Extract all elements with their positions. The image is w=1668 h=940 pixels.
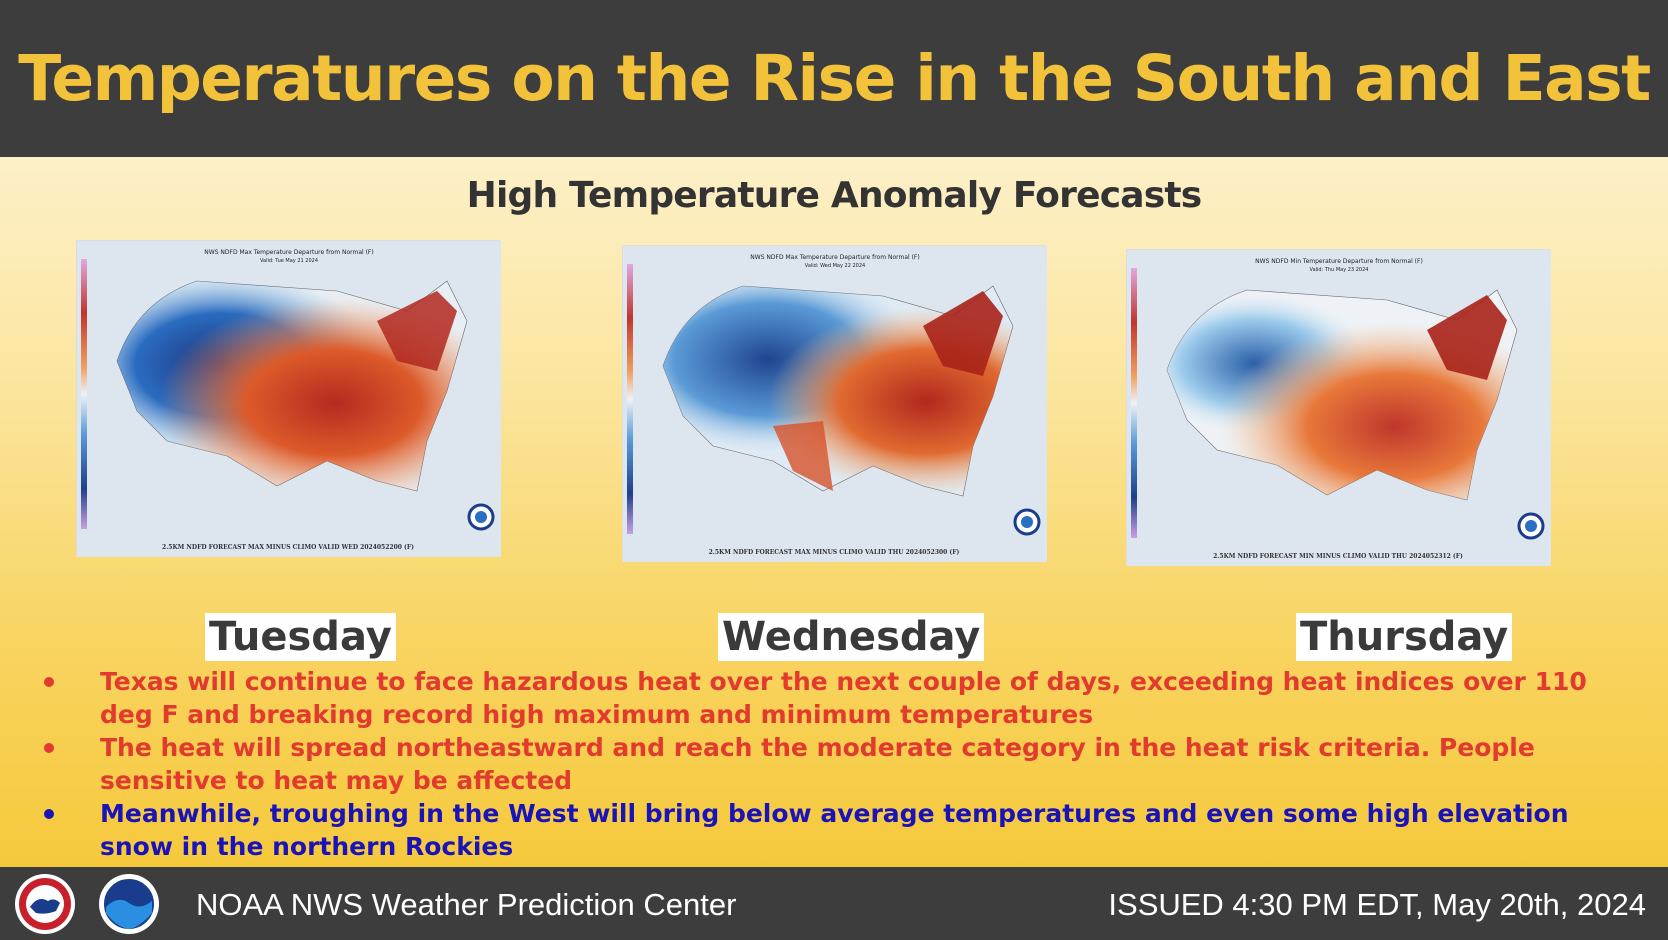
map-title-text: NWS NDFD Min Temperature Departure from … — [1255, 258, 1423, 265]
bullet-text: Texas will continue to face hazardous he… — [100, 667, 1587, 729]
footer-issued: ISSUED 4:30 PM EDT, May 20th, 2024 — [1108, 887, 1646, 922]
anomaly-map-tuesday: NWS NDFD Max Temperature Departure from … — [77, 241, 501, 557]
noaa-logo-icon — [99, 874, 159, 934]
map-title-text: NWS NDFD Max Temperature Departure from … — [204, 249, 373, 256]
anomaly-map-thursday: NWS NDFD Min Temperature Departure from … — [1127, 250, 1551, 566]
page-title: Temperatures on the Rise in the South an… — [18, 42, 1651, 115]
map-valid-text: Valid: Thu May 23 2024 — [1310, 267, 1369, 273]
bullet-text: The heat will spread northeastward and r… — [100, 733, 1535, 795]
map-caption: 2.5KM NDFD FORECAST MAX MINUS CLIMO VALI… — [162, 544, 414, 551]
section-subtitle: High Temperature Anomaly Forecasts — [466, 175, 1203, 216]
day-label-wednesday: Wednesday — [718, 613, 985, 661]
map-tuesday: NWS NDFD Max Temperature Departure from … — [76, 240, 501, 557]
map-valid-text: Valid: Wed May 22 2024 — [805, 263, 865, 269]
map-valid-text: Valid: Tue May 21 2024 — [260, 258, 318, 264]
footer-org: NOAA NWS Weather Prediction Center — [196, 887, 737, 922]
nws-logo-icon — [15, 874, 75, 934]
anomaly-map-wednesday: NWS NDFD Max Temperature Departure from … — [623, 246, 1047, 562]
footer-bar: NOAA NWS Weather Prediction Center ISSUE… — [0, 867, 1668, 940]
bullet-dot-icon — [44, 743, 54, 753]
bullet-dot-icon — [44, 677, 54, 687]
title-bar: Temperatures on the Rise in the South an… — [0, 0, 1668, 157]
map-caption: 2.5KM NDFD FORECAST MIN MINUS CLIMO VALI… — [1213, 553, 1463, 560]
map-thursday: NWS NDFD Min Temperature Departure from … — [1126, 249, 1551, 566]
day-label-tuesday: Tuesday — [205, 613, 396, 661]
day-label-thursday: Thursday — [1296, 613, 1513, 661]
bullet-text: Meanwhile, troughing in the West will br… — [100, 799, 1569, 861]
bullet-item: Texas will continue to face hazardous he… — [36, 665, 1646, 731]
map-wednesday: NWS NDFD Max Temperature Departure from … — [622, 245, 1047, 562]
content-area: High Temperature Anomaly Forecasts — [0, 157, 1668, 867]
bullet-item: The heat will spread northeastward and r… — [36, 731, 1646, 797]
bullet-item: Meanwhile, troughing in the West will br… — [36, 797, 1646, 863]
map-title-text: NWS NDFD Max Temperature Departure from … — [750, 254, 919, 261]
map-caption: 2.5KM NDFD FORECAST MAX MINUS CLIMO VALI… — [708, 549, 960, 556]
bullet-list: Texas will continue to face hazardous he… — [36, 665, 1646, 863]
bullet-dot-icon — [44, 809, 54, 819]
